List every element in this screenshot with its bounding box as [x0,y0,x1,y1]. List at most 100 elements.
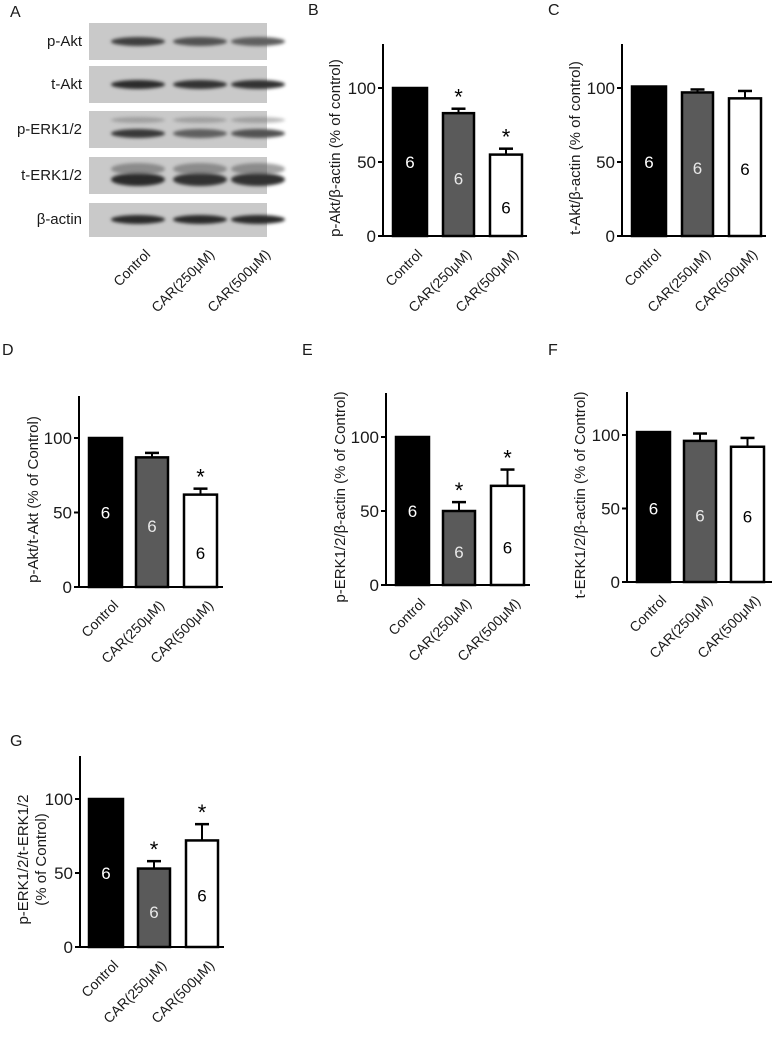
y-tick-label: 50 [601,500,620,519]
y-tick-label: 100 [587,79,615,98]
y-axis-label: t-ERK1/2/β-actin (% of Control) [572,391,589,598]
blot-band [111,215,165,224]
n-label: 6 [743,507,752,526]
blot-band [173,36,227,46]
blot-band [231,36,285,46]
bar-2 [182,493,219,589]
blot-band [111,36,165,46]
blot-band [231,79,285,89]
n-label: 6 [101,864,110,883]
n-label: 6 [149,903,158,922]
bar-1 [134,456,170,589]
n-label: 6 [644,153,653,172]
blot-strip [89,157,285,194]
significance-asterisk: * [150,837,159,862]
n-label: 6 [740,160,749,179]
blot-band [173,172,227,186]
blot-strip [89,23,285,60]
n-label: 6 [649,500,658,519]
blot-strip [89,111,285,148]
blot-band [111,117,165,123]
y-tick-label: 50 [596,153,615,172]
panel-letter-b: B [308,2,319,19]
bar-2 [729,445,766,584]
blot-row-label: t-ERK1/2 [21,166,82,184]
y-axis-label: p-Akt/β-actin (% of control) [327,59,344,237]
n-label: 6 [454,170,463,189]
panel-letter-f: F [548,342,558,359]
significance-asterisk: * [198,800,207,825]
blot-band [231,215,285,224]
blot-row-label: β-actin [36,211,82,228]
y-tick-label: 100 [44,429,72,448]
n-label: 6 [501,198,510,217]
y-axis-label: (% of Control) [33,813,50,906]
bar-2 [184,839,220,949]
y-tick-label: 50 [54,864,73,883]
blot-row-label: t-Akt [51,75,82,93]
n-label: 6 [693,159,702,178]
bar-0 [394,435,431,587]
bar-2 [488,153,524,238]
significance-asterisk: * [196,465,205,490]
bar-0 [391,86,429,238]
y-tick-label: 50 [360,502,379,521]
bar-1 [136,867,172,949]
y-tick-label: 0 [370,576,379,595]
n-label: 6 [147,517,156,536]
bar-0 [87,797,125,949]
bar-2 [727,97,763,238]
blot-band [173,128,227,138]
n-label: 6 [454,543,463,562]
bar-1 [441,111,476,238]
y-tick-label: 100 [45,790,73,809]
bar-2 [489,484,526,587]
n-label: 6 [405,153,414,172]
blot-band [111,172,165,186]
blot-band [111,79,165,89]
n-label: 6 [197,887,206,906]
panel-letter-a: A [10,4,21,21]
blot-band [173,117,227,123]
panel-letter-g: G [10,733,23,750]
y-tick-label: 0 [63,578,72,597]
significance-asterisk: * [454,85,463,110]
y-tick-label: 100 [348,79,376,98]
y-axis-label: p-ERK1/2/β-actin (% of Control) [332,391,349,602]
blot-band [231,128,285,138]
y-tick-label: 100 [592,426,620,445]
blot-strip [89,203,285,237]
y-axis-label: p-ERK1/2/t-ERK1/2 [15,794,32,924]
blot-band [173,215,227,224]
blot-band [173,79,227,89]
blot-band [231,117,285,123]
blot-band [231,163,285,175]
y-axis-label: p-Akt/t-Akt (% of Control) [25,416,42,583]
significance-asterisk: * [455,478,464,503]
significance-asterisk: * [503,446,512,471]
y-tick-label: 0 [611,573,620,592]
y-tick-label: 50 [357,153,376,172]
bar-1 [680,91,715,238]
bar-0 [635,430,672,584]
y-tick-label: 0 [606,227,615,246]
y-axis-label: t-Akt/β-actin (% of control) [567,61,584,235]
blot-band [231,172,285,186]
y-tick-label: 0 [367,227,376,246]
n-label: 6 [503,538,512,557]
significance-asterisk: * [502,125,511,150]
blot-row-label: p-ERK1/2 [16,120,82,138]
y-tick-label: 50 [53,504,72,523]
n-label: 6 [408,502,417,521]
bar-1 [682,439,718,584]
y-tick-label: 0 [64,938,73,957]
n-label: 6 [196,544,205,563]
blot-row-label: p-Akt [46,32,82,50]
n-label: 6 [695,506,704,525]
y-tick-label: 100 [351,428,379,447]
blot-band [111,163,165,175]
n-label: 6 [101,504,110,523]
panel-letter-d: D [2,342,14,359]
bar-1 [441,509,477,587]
